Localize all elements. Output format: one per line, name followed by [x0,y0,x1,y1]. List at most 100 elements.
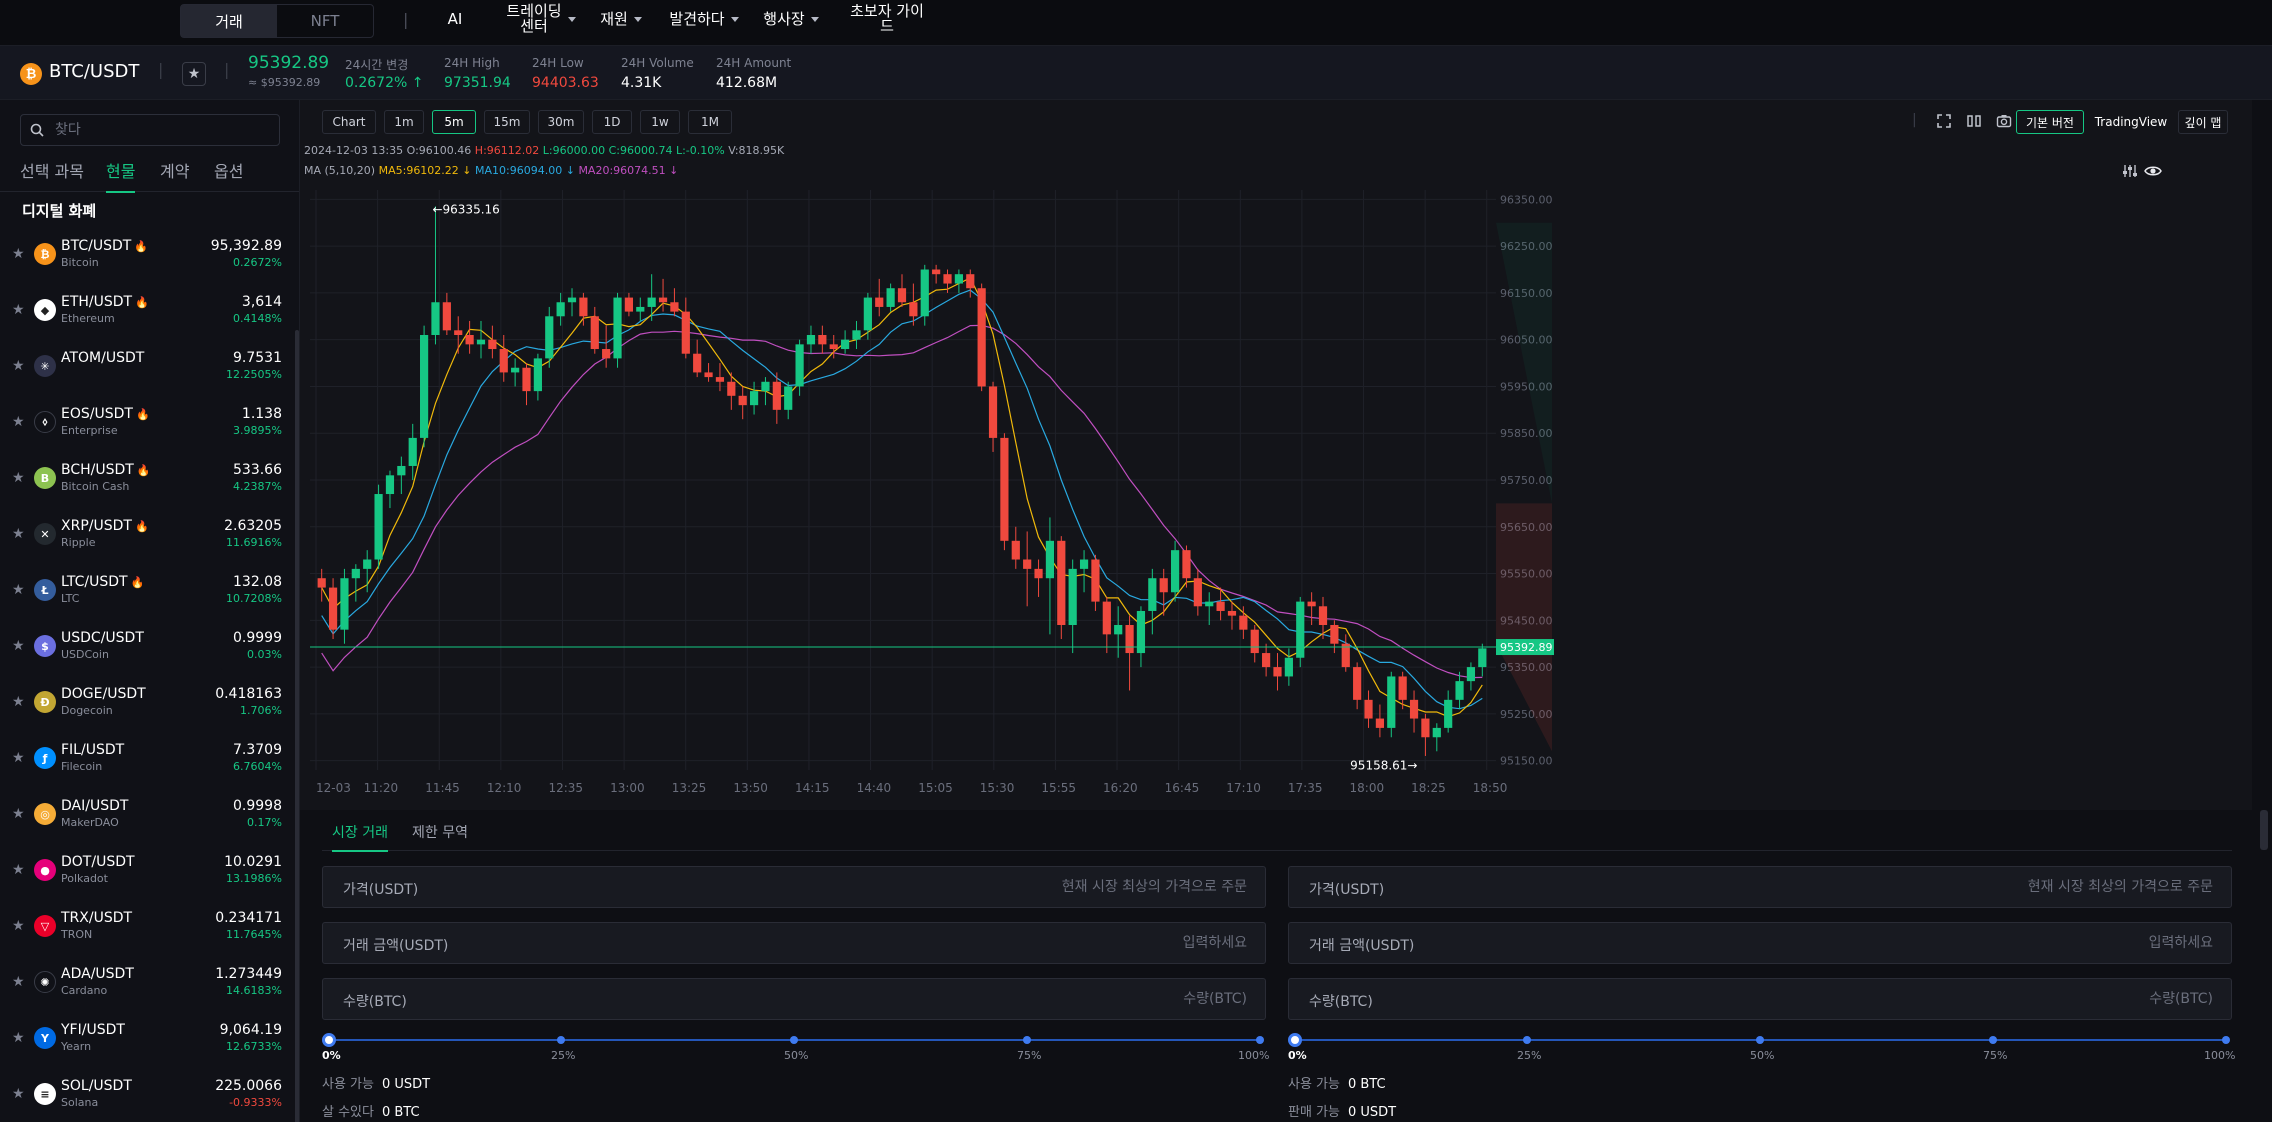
star-icon[interactable]: ★ [12,806,25,822]
star-icon[interactable]: ★ [12,302,25,318]
candle-body [351,568,360,579]
buy-price-input[interactable] [917,876,1247,898]
sell-quantity-input[interactable] [1883,988,2213,1010]
ticker-pair[interactable]: BTC/USDT [49,61,140,82]
tab-options[interactable]: 옵션 [214,162,244,181]
star-icon[interactable]: ★ [12,582,25,598]
star-icon[interactable]: ★ [12,750,25,766]
page-scrollbar[interactable] [2256,100,2272,1122]
sliders-icon[interactable] [2122,164,2138,178]
coin-row[interactable]: ★ Y YFI/USDT Yearn 9,064.19 12.6733% [0,1010,296,1066]
basic-version-button[interactable]: 기본 버전 [2016,110,2084,134]
tradingview-button[interactable]: TradingView [2094,115,2168,129]
seg-trade[interactable]: 거래 [181,5,277,37]
coin-row[interactable]: ★ ƒ FIL/USDT Filecoin 7.3709 6.7604% [0,730,296,786]
coin-row[interactable]: ★ ◆ ETH/USDT 🔥 Ethereum 3,614 0.4148% [0,282,296,338]
sell-amount-input[interactable] [1883,932,2213,954]
candle-body [340,578,349,630]
slider-stop[interactable] [1989,1036,1997,1044]
candlestick-chart[interactable]: 96350.00 96250.00 96150.00 96050.00 95950.00… [300,180,2252,798]
buy-quantity-input[interactable] [917,988,1247,1010]
star-icon[interactable]: ★ [12,918,25,934]
coin-row[interactable]: ★ B BCH/USDT 🔥 Bitcoin Cash 533.66 4.2387% [0,450,296,506]
coin-change: 14.6183% [226,984,282,997]
candle-body [727,381,736,396]
indicator-settings-icon[interactable] [1966,113,1982,129]
sell-percent-slider[interactable]: 0% 25% 50% 75% 100% [1288,1033,2235,1063]
slider-stop[interactable] [557,1036,565,1044]
nav-discover[interactable]: 발견하다 [664,0,744,38]
tab-market-order[interactable]: 시장 거래 [332,822,388,852]
buy-available: 사용 가능 0 USDT [322,1073,430,1092]
timeframe-5m[interactable]: 5m [432,110,476,134]
star-icon[interactable]: ★ [12,694,25,710]
nav-ai[interactable]: AI [447,9,463,28]
timeframe-1m[interactable]: 1M [688,110,732,134]
coin-row[interactable]: ★ ✺ ADA/USDT Cardano 1.273449 14.6183% [0,954,296,1010]
slider-knob[interactable] [1288,1033,1302,1047]
timeframe-1w[interactable]: 1w [640,110,680,134]
slider-stop[interactable] [790,1036,798,1044]
star-icon[interactable]: ★ [12,358,25,374]
coin-row[interactable]: ★ ≡ SOL/USDT Solana 225.0066 -0.9333% [0,1066,296,1122]
seg-nft[interactable]: NFT [310,12,340,30]
sidebar-scrollbar[interactable] [295,330,299,1122]
coin-row[interactable]: ★ Ł LTC/USDT 🔥 LTC 132.08 10.7208% [0,562,296,618]
coin-row[interactable]: ★ ⬨ EOS/USDT 🔥 Enterprise 1.138 3.9895% [0,394,296,450]
coin-row[interactable]: ★ ✳ ATOM/USDT 9.7531 12.2505% [0,338,296,394]
slider-stop[interactable] [1523,1036,1531,1044]
nav-trading-center[interactable]: 트레이딩 센터 [496,0,586,38]
tab-limit-order[interactable]: 제한 무역 [412,825,468,841]
page-scrollbar-thumb[interactable] [2260,810,2268,850]
slider-knob[interactable] [322,1033,336,1047]
star-icon[interactable]: ★ [12,470,25,486]
fullscreen-icon[interactable] [1936,113,1952,129]
tab-futures[interactable]: 계약 [160,162,190,181]
coin-row[interactable]: ★ ◎ DAI/USDT MakerDAO 0.9998 0.17% [0,786,296,842]
favorite-star-icon[interactable]: ★ [182,62,206,86]
sell-price-input[interactable] [1883,876,2213,898]
star-icon[interactable]: ★ [12,862,25,878]
timeframe-1d[interactable]: 1D [592,110,632,134]
coin-row[interactable]: ★ ● DOT/USDT Polkadot 10.0291 13.1986% [0,842,296,898]
coin-price: 1.138 [241,406,282,422]
slider-stop[interactable] [1756,1036,1764,1044]
tab-spot[interactable]: 현물 [106,158,136,193]
slider-stop[interactable] [1023,1036,1031,1044]
star-icon[interactable]: ★ [12,1030,25,1046]
coin-row[interactable]: ★ ₿ BTC/USDT 🔥 Bitcoin 95,392.89 0.2672% [0,226,296,282]
star-icon[interactable]: ★ [12,1086,25,1102]
timeframe-15m[interactable]: 15m [484,110,530,134]
candle-body [385,475,395,495]
coin-name: Ripple [61,536,96,549]
eye-icon[interactable] [2144,164,2162,178]
timeframe-chart[interactable]: Chart [322,110,376,134]
buy-percent-slider[interactable]: 0% 25% 50% 75% 100% [322,1033,1269,1063]
depth-map-button[interactable]: 깊이 맵 [2178,110,2228,134]
buy-amount-input[interactable] [917,932,1247,954]
coin-row[interactable]: ★ Ð DOGE/USDT Dogecoin 0.418163 1.706% [0,674,296,730]
nav-events[interactable]: 행사장 [760,0,822,38]
coin-row[interactable]: ★ ▽ TRX/USDT TRON 0.234171 11.7645% [0,898,296,954]
buy-price-label: 가격(USDT) [343,882,419,898]
candle-body [1148,578,1157,611]
candle-body [613,297,622,359]
star-icon[interactable]: ★ [12,414,25,430]
star-icon[interactable]: ★ [12,246,25,262]
star-icon[interactable]: ★ [12,526,25,542]
candle-body [681,311,690,354]
camera-icon[interactable] [1996,113,2012,129]
tab-favorites[interactable]: 선택 과목 [20,162,84,181]
slider-stop[interactable] [2222,1036,2230,1044]
star-icon[interactable]: ★ [12,974,25,990]
nav-finance[interactable]: 재원 [598,0,644,38]
nav-guide[interactable]: 초보자 가이 드 [842,0,932,38]
coin-row[interactable]: ★ $ USDC/USDT USDCoin 0.9999 0.03% [0,618,296,674]
coin-row[interactable]: ★ ✕ XRP/USDT 🔥 Ripple 2.63205 11.6916% [0,506,296,562]
search-input[interactable] [55,117,275,143]
slider-stop[interactable] [1256,1036,1264,1044]
timeframe-1m[interactable]: 1m [384,110,424,134]
x-tick-label: 13:25 [672,781,707,795]
star-icon[interactable]: ★ [12,638,25,654]
timeframe-30m[interactable]: 30m [538,110,584,134]
